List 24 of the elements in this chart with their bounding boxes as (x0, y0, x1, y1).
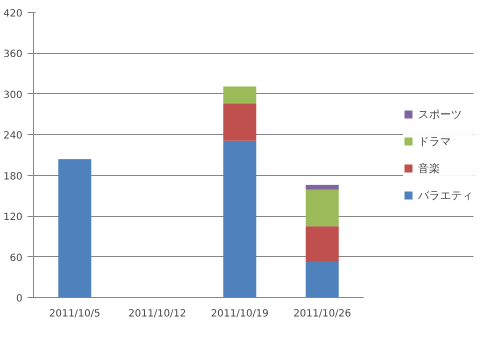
y-tick-label: 0 (16, 294, 23, 304)
bar (223, 140, 256, 298)
legend-label: スポーツ (418, 106, 462, 122)
x-tick-label: 2011/10/26 (293, 308, 352, 320)
bar (306, 190, 339, 226)
y-tick-label: 120 (3, 212, 23, 224)
bar (223, 86, 256, 104)
y-tick-label: 420 (3, 8, 23, 20)
y-tick-label: 60 (10, 252, 23, 264)
legend-label: 音楽 (418, 160, 440, 176)
bar (223, 103, 256, 141)
y-tick-label: 240 (3, 130, 23, 142)
bar (306, 184, 339, 190)
y-tick-label: 300 (3, 90, 23, 101)
bar (306, 262, 339, 298)
legend-label: ドラマ (418, 134, 451, 148)
legend-label: バラエティ (418, 188, 473, 202)
y-tick-label: 360 (3, 49, 23, 60)
y-tick-label: 180 (3, 171, 23, 182)
bar (306, 226, 339, 262)
bar (58, 159, 92, 298)
x-tick-label: 2011/10/12 (128, 308, 186, 320)
x-tick-label: 2011/10/19 (210, 308, 269, 320)
x-tick-label: 2011/10/5 (49, 308, 100, 320)
